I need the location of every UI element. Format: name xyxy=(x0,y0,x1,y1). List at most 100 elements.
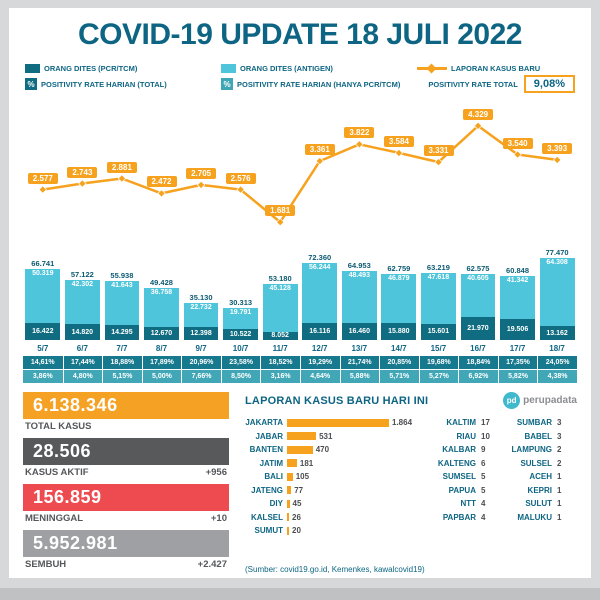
pcr-swatch-icon xyxy=(25,63,40,73)
province-row: MALUKU 1 xyxy=(507,511,571,525)
province-name: PAPUA xyxy=(448,485,476,495)
province-row: RIAU 10 xyxy=(431,430,495,444)
legend: ORANG DITES (PCR/TCM) ORANG DITES (ANTIG… xyxy=(25,60,575,93)
province-row: KALTENG 6 xyxy=(431,457,495,471)
province-bar xyxy=(287,486,292,495)
brand-circle-icon: pd xyxy=(503,392,521,409)
province-value: 5 xyxy=(481,485,486,495)
bar-column: 30.313 19.791 10.522 xyxy=(221,246,261,340)
pcr-segment: 8.052 xyxy=(262,331,298,340)
province-name: KALSEL xyxy=(251,512,283,522)
bar-column: 66.741 50.319 16.422 xyxy=(23,246,63,340)
date-label: 8/7 xyxy=(155,344,168,353)
antigen-segment: 42.302 xyxy=(64,279,100,325)
stacked-bar: 48.493 16.460 xyxy=(341,271,377,340)
positivity-value: 18,84% xyxy=(458,356,498,369)
date-label: 5/7 xyxy=(37,344,49,353)
total-tested-label: 72.360 xyxy=(308,253,332,263)
pcr-segment: 12.670 xyxy=(144,326,179,340)
stat-delta: +10 xyxy=(210,513,227,524)
total-tested-label: 53.180 xyxy=(268,273,292,283)
total-tested-label: 77.470 xyxy=(545,248,569,258)
new-cases-label: 4.329 xyxy=(463,108,494,120)
bar-column: 57.122 42.302 14.820 xyxy=(63,246,103,340)
province-list-col-3: SUMBAR 3 BABEL 3 LAMPUNG 2 SULSEL 2 ACEH 1 KEPRI 1 S… xyxy=(507,416,571,538)
legend-item-pos-total: % POSITIVITY RATE HARIAN (TOTAL) xyxy=(25,78,221,90)
line-marker-icon xyxy=(236,185,245,194)
line-marker-icon xyxy=(394,148,404,158)
stat-label: MENINGGAL xyxy=(25,513,84,524)
national-stats-column: 6.138.346 TOTAL KASUS 28.506 KASUS AKTIF +95… xyxy=(23,392,229,576)
positivity-value: 3,16% xyxy=(260,370,300,383)
province-value: 470 xyxy=(315,445,330,455)
province-value: 5 xyxy=(481,472,486,482)
province-row: NTT 4 xyxy=(431,497,495,511)
new-cases-label: 2.705 xyxy=(186,167,217,179)
province-value: 1 xyxy=(557,512,562,522)
province-name: JABAR xyxy=(255,431,283,441)
new-cases-label: 2.472 xyxy=(146,176,177,188)
new-cases-label: 3.331 xyxy=(423,145,454,157)
province-name: SULSEL xyxy=(520,458,552,468)
province-list-col-2: KALTIM 17 RIAU 10 KALBAR 9 KALTENG 6 SUMSEL 5 PAPU… xyxy=(431,416,495,538)
new-cases-label: 2.743 xyxy=(67,166,98,178)
positivity-value: 17,35% xyxy=(497,356,538,369)
total-tested-label: 66.741 xyxy=(31,259,55,269)
positivity-value: 5,27% xyxy=(418,370,459,383)
province-bar-row: SUMUT 20 xyxy=(245,524,419,538)
positivity-value: 4,64% xyxy=(299,370,340,383)
pcr-segment: 12.398 xyxy=(183,326,219,340)
legend-pos-pcr-label: POSITIVITY RATE HARIAN (HANYA PCR/TCM) xyxy=(237,79,401,89)
stacked-bar: 36.758 12.670 xyxy=(144,287,179,340)
line-marker-icon xyxy=(157,189,166,198)
positivity-value: 5,82% xyxy=(497,370,538,383)
percent-light-icon: % xyxy=(221,78,233,90)
positivity-total-group: POSITIVITY RATE TOTAL 9,08% xyxy=(428,75,575,93)
province-bar-row: DIY 45 xyxy=(245,497,419,511)
province-name: NTT xyxy=(460,499,476,509)
new-cases-line xyxy=(42,124,558,224)
line-marker-icon xyxy=(196,180,206,190)
province-bar xyxy=(287,526,289,535)
bar-column: 64.953 48.493 16.460 xyxy=(340,246,380,340)
province-row: PAPUA 5 xyxy=(431,484,495,498)
total-tested-label: 64.953 xyxy=(347,261,371,271)
total-tested-label: 63.219 xyxy=(426,263,450,273)
province-value: 2 xyxy=(557,445,562,455)
bar-column: 62.575 40.605 21.970 xyxy=(458,246,498,340)
stat-label: TOTAL KASUS xyxy=(25,421,92,432)
stacked-bar: 42.302 14.820 xyxy=(64,279,100,340)
province-bar-row: BALI 105 xyxy=(245,470,419,484)
province-name: BALI xyxy=(264,472,283,482)
date-label: 13/7 xyxy=(351,344,368,353)
antigen-segment: 19.791 xyxy=(223,308,258,329)
antigen-segment: 48.493 xyxy=(341,271,377,323)
positivity-value: 18,52% xyxy=(260,356,300,369)
province-name: SUMUT xyxy=(254,526,283,536)
stat-delta: +956 xyxy=(205,467,227,478)
province-row: KEPRI 1 xyxy=(507,484,571,498)
antigen-segment: 41.643 xyxy=(104,280,140,325)
antigen-segment: 56.244 xyxy=(302,263,338,323)
province-bar-row: JATIM 181 xyxy=(245,457,419,471)
province-row: KALBAR 9 xyxy=(431,443,495,457)
province-row: LAMPUNG 2 xyxy=(507,443,571,457)
province-name: ACEH xyxy=(529,472,552,482)
stat-block: 156.859 MENINGGAL +10 xyxy=(23,484,229,525)
province-bar xyxy=(287,432,317,441)
positivity-value: 21,74% xyxy=(339,356,380,369)
province-name: MALUKU xyxy=(517,512,552,522)
province-bar-list: JAKARTA 1.864 JABAR 531 BANTEN 470 JATIM 181 BAL… xyxy=(245,416,419,538)
province-value: 17 xyxy=(481,418,490,428)
line-swatch-icon xyxy=(417,66,447,70)
province-name: SUMBAR xyxy=(516,418,552,428)
pcr-segment: 19.506 xyxy=(500,319,535,340)
stacked-bar: 47.618 15.601 xyxy=(421,273,456,340)
stacked-bar: 19.791 10.522 xyxy=(223,308,258,340)
infographic-card: COVID-19 UPDATE 18 JULI 2022 ORANG DITES… xyxy=(9,8,591,578)
province-value: 9 xyxy=(481,445,486,455)
province-name: SUMSEL xyxy=(442,472,476,482)
positivity-value: 5,71% xyxy=(379,370,419,383)
province-name: LAMPUNG xyxy=(511,445,552,455)
province-bar-row: KALSEL 26 xyxy=(245,511,419,525)
